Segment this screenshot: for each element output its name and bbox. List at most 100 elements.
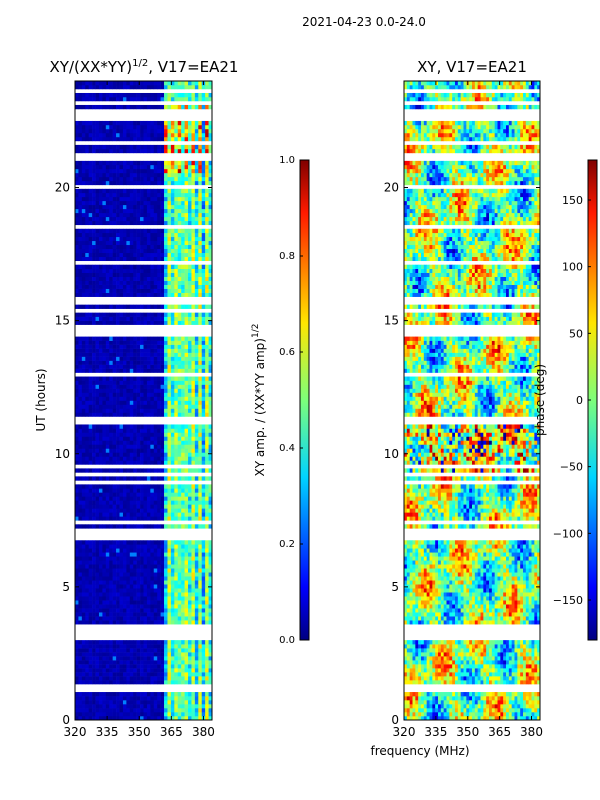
amplitude-cell [75,284,79,289]
amplitude-cell [140,612,144,617]
amplitude-cell [150,344,155,349]
amplitude-cell [160,192,165,198]
amplitude-cell [160,256,165,262]
amplitude-cell [170,136,175,142]
amplitude-cell [129,644,134,649]
amplitude-cell [143,604,148,609]
amplitude-cell [157,240,161,246]
amplitude-cell [164,548,168,553]
amplitude-cell [146,496,151,501]
amplitude-cell [188,292,192,297]
amplitude-cell [181,268,185,273]
amplitude-cell [177,336,182,341]
amplitude-cell [164,552,168,557]
amplitude-cell [109,508,113,513]
amplitude-cell [201,104,206,110]
amplitude-cell [133,316,137,321]
amplitude-cell [194,700,199,705]
amplitude-cell [157,444,161,449]
amplitude-cell [78,104,83,110]
amplitude-cell [88,180,93,186]
amplitude-cell [205,132,209,138]
amplitude-cell [191,128,196,134]
amplitude-cell [157,612,161,617]
amplitude-cell [102,644,107,649]
amplitude-cell [160,388,165,393]
amplitude-cell [78,320,83,325]
amplitude-cell [157,244,161,250]
amplitude-cell [116,172,120,178]
amplitude-cell [177,392,182,397]
amplitude-cell [78,484,83,489]
amplitude-cell [92,704,96,709]
amplitude-cell [109,664,113,669]
amplitude-cell [188,304,192,309]
amplitude-cell [188,240,192,246]
amplitude-cell [98,280,103,285]
amplitude-cell [95,364,100,369]
amplitude-cell [112,392,117,397]
amplitude-cell [174,292,179,297]
amplitude-cell [116,208,120,214]
amplitude-cell [133,188,137,194]
amplitude-cell [198,280,203,285]
amplitude-cell [129,228,134,234]
amplitude-cell [85,320,89,325]
amplitude-cell [78,352,83,357]
amplitude-cell [198,172,203,178]
amplitude-cell [205,120,209,126]
amplitude-cell [198,424,203,429]
amplitude-cell [85,544,89,549]
amplitude-cell [194,172,199,178]
amplitude-cell [201,316,206,321]
amplitude-cell [184,252,189,258]
amplitude-cell [160,556,165,561]
amplitude-cell [85,164,89,170]
amplitude-cell [102,712,107,717]
amplitude-cell [174,568,179,573]
amplitude-cell [164,292,168,297]
amplitude-cell [92,268,96,273]
amplitude-cell [102,344,107,349]
amplitude-cell [164,216,168,222]
amplitude-cell [81,200,86,206]
amplitude-cell [184,292,189,297]
amplitude-cell [167,640,172,645]
amplitude-cell [92,524,96,529]
amplitude-cell [205,384,209,389]
amplitude-cell [102,248,107,254]
amplitude-cell [105,556,110,561]
amplitude-cell [126,496,131,501]
amplitude-cell [198,96,203,102]
amplitude-cell [109,568,113,573]
amplitude-cell [167,144,172,150]
amplitude-cell [201,364,206,369]
amplitude-cell [126,540,131,545]
amplitude-cell [146,320,151,325]
amplitude-cell [181,620,185,625]
amplitude-cell [116,644,120,649]
amplitude-cell [150,376,155,381]
amplitude-cell [150,576,155,581]
amplitude-cell [75,336,79,341]
amplitude-cell [81,340,86,345]
amplitude-cell [177,164,182,170]
amplitude-cell [102,228,107,234]
amplitude-cell [184,164,189,170]
amplitude-cell [109,236,113,242]
amplitude-cell [205,144,209,150]
amplitude-cell [181,336,185,341]
amplitude-cell [153,268,158,273]
amplitude-cell [81,252,86,258]
amplitude-cell [102,428,107,433]
amplitude-cell [160,608,165,613]
amplitude-cell [153,456,158,461]
amplitude-cell [98,588,103,593]
amplitude-cell [205,640,209,645]
amplitude-cell [188,716,192,721]
amplitude-cell [126,580,131,585]
amplitude-cell [136,316,141,321]
amplitude-cell [205,560,209,565]
amplitude-cell [133,640,137,645]
amplitude-cell [136,164,141,170]
